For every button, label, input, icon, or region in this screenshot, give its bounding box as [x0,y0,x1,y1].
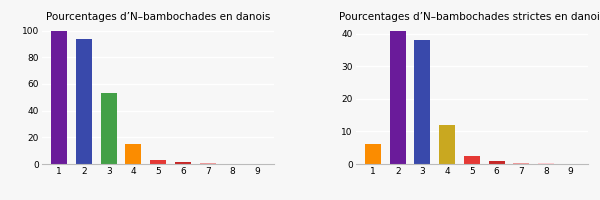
Bar [125,144,142,164]
Bar [513,163,529,164]
Bar [175,162,191,164]
Bar [150,160,166,164]
Bar [464,156,480,164]
Bar [200,163,215,164]
Bar [538,163,554,164]
Bar [365,144,381,164]
Bar [488,161,505,164]
Bar [389,31,406,164]
Bar [415,40,430,164]
Bar [101,93,117,164]
Bar [439,125,455,164]
Title: Pourcentages d’N–bambochades en danois: Pourcentages d’N–bambochades en danois [46,12,271,22]
Bar [76,39,92,164]
Bar [51,31,67,164]
Title: Pourcentages d’N–bambochades strictes en danois: Pourcentages d’N–bambochades strictes en… [338,12,600,22]
